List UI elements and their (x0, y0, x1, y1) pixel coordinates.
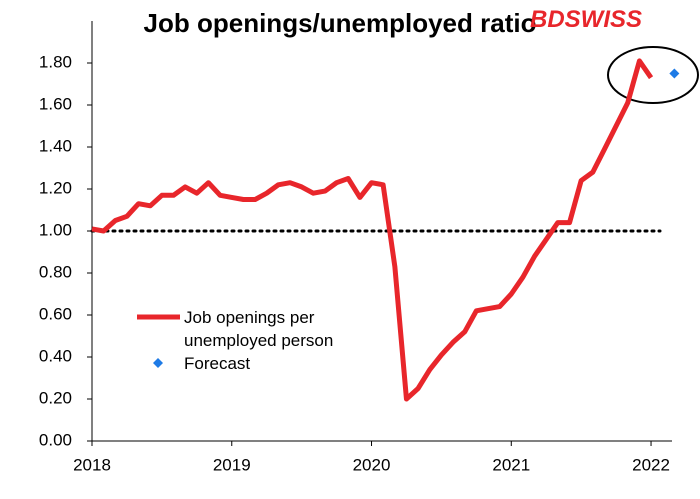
highlight-ellipse (607, 46, 699, 104)
y-tick-label: 1.20 (39, 178, 72, 197)
y-tick-label: 0.00 (39, 430, 72, 449)
y-tick-label: 0.80 (39, 262, 72, 281)
x-tick-label: 2021 (492, 455, 530, 474)
chart-title: Job openings/unemployed ratio (143, 8, 537, 38)
y-tick-label: 1.60 (39, 94, 72, 113)
y-tick-label: 0.40 (39, 346, 72, 365)
forecast-point (669, 68, 680, 79)
x-tick-label: 2019 (213, 455, 251, 474)
legend-label: Job openings per unemployed person (184, 308, 334, 350)
legend-label: Forecast (184, 354, 251, 373)
legend-marker (153, 358, 163, 368)
y-tick-label: 1.80 (39, 52, 72, 71)
y-tick-label: 0.20 (39, 388, 72, 407)
y-tick-label: 0.60 (39, 304, 72, 323)
x-tick-label: 2020 (353, 455, 391, 474)
logo: BDSWISS (530, 6, 643, 33)
x-tick-label: 2022 (632, 455, 670, 474)
y-tick-label: 1.00 (39, 220, 72, 239)
y-tick-label: 1.40 (39, 136, 72, 155)
x-tick-label: 2018 (73, 455, 111, 474)
data-line (91, 58, 654, 402)
